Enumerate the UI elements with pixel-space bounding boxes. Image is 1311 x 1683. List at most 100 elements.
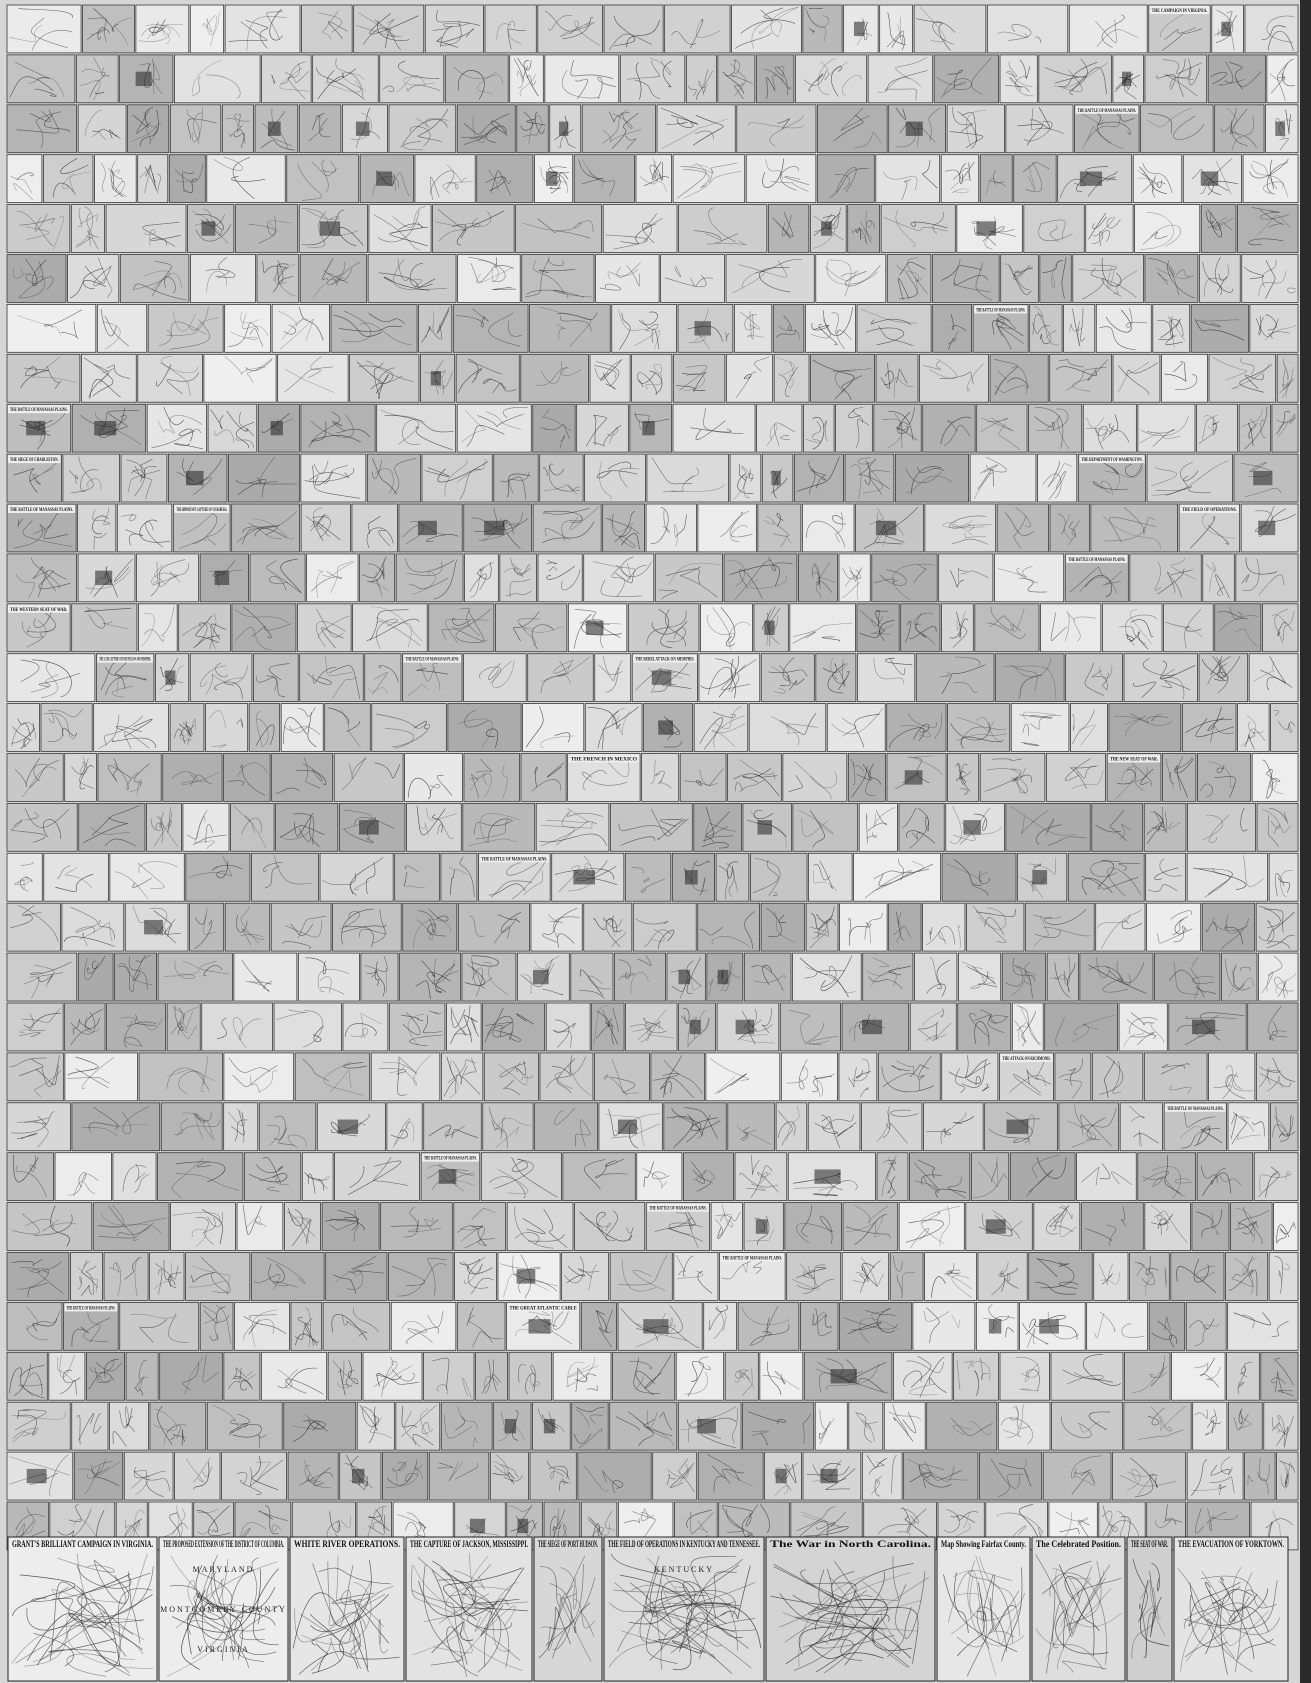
featured-title: THE FIELD OF OPERATIONS IN KENTUCKY AND … bbox=[608, 1539, 760, 1549]
map-thumbnail bbox=[298, 953, 359, 1001]
map-thumbnail bbox=[793, 803, 858, 851]
map-block bbox=[573, 870, 595, 884]
map-thumbnail bbox=[272, 304, 329, 352]
featured-frame bbox=[534, 1537, 602, 1681]
thumbnail-frame bbox=[250, 554, 305, 602]
thumbnail-title: THE IMPORTANT CAPTURE OF VICKSBURG. bbox=[176, 508, 227, 513]
thumbnail-frame bbox=[808, 1103, 860, 1151]
thumbnail-frame bbox=[1215, 604, 1261, 652]
map-thumbnail bbox=[887, 754, 946, 802]
map-thumbnail bbox=[1226, 1253, 1268, 1301]
thumbnail-frame bbox=[1215, 105, 1264, 153]
map-thumbnail bbox=[7, 1153, 54, 1201]
map-thumbnail bbox=[862, 1452, 902, 1500]
map-thumbnail bbox=[291, 1302, 322, 1350]
thumbnail-frame bbox=[1077, 1153, 1137, 1201]
map-thumbnail bbox=[225, 5, 300, 53]
thumbnail-frame bbox=[169, 155, 205, 203]
map-thumbnail bbox=[507, 1203, 573, 1251]
thumbnail-frame bbox=[495, 604, 566, 652]
map-thumbnail bbox=[613, 1352, 675, 1400]
thumbnail-frame bbox=[147, 404, 206, 452]
map-thumbnail bbox=[71, 205, 104, 253]
map-thumbnail bbox=[1183, 155, 1241, 203]
map-thumbnail bbox=[476, 1352, 508, 1400]
thumbnail-frame bbox=[1052, 1402, 1123, 1450]
map-thumbnail bbox=[224, 1053, 294, 1101]
thumbnail-title: THE DEPARTMENT OF WASHINGTON. bbox=[1081, 458, 1143, 463]
map-thumbnail bbox=[761, 654, 814, 702]
thumbnail-frame bbox=[603, 504, 645, 552]
thumbnail-frame bbox=[1124, 1402, 1191, 1450]
thumbnail-frame bbox=[1237, 205, 1298, 253]
thumbnail-frame bbox=[817, 105, 887, 153]
thumbnail-frame bbox=[509, 1352, 552, 1400]
map-thumbnail bbox=[563, 1153, 635, 1201]
map-thumbnail bbox=[699, 654, 760, 702]
map-thumbnail bbox=[725, 1352, 758, 1400]
map-thumbnail bbox=[765, 1452, 802, 1500]
thumbnail-frame bbox=[389, 105, 456, 153]
thumbnail-frame bbox=[276, 803, 338, 851]
map-thumbnail bbox=[1047, 953, 1078, 1001]
thumbnail-frame bbox=[1242, 255, 1298, 303]
map-thumbnail bbox=[1193, 1402, 1227, 1450]
map-thumbnail bbox=[483, 1103, 533, 1151]
thumbnail-frame bbox=[207, 155, 285, 203]
map-thumbnail bbox=[802, 504, 854, 552]
thumbnail-frame bbox=[299, 105, 341, 153]
map-thumbnail bbox=[804, 1352, 892, 1400]
map-thumbnail bbox=[454, 1203, 506, 1251]
thumbnail-frame bbox=[1187, 1452, 1243, 1500]
thumbnail-frame bbox=[785, 1203, 842, 1251]
map-thumbnail bbox=[136, 5, 189, 53]
thumbnail-frame bbox=[1073, 255, 1144, 303]
map-thumbnail bbox=[7, 654, 95, 702]
thumbnail-frame bbox=[1161, 354, 1207, 402]
map-thumbnail bbox=[228, 454, 299, 502]
map-thumbnail bbox=[522, 255, 594, 303]
map-thumbnail bbox=[923, 1103, 983, 1151]
thumbnail-frame bbox=[987, 5, 1067, 53]
thumbnail-frame bbox=[400, 953, 461, 1001]
map-block bbox=[546, 171, 557, 185]
map-block bbox=[356, 122, 370, 136]
thumbnail-frame bbox=[120, 255, 189, 303]
map-thumbnail bbox=[925, 1253, 977, 1301]
map-thumbnail bbox=[707, 953, 743, 1001]
map-thumbnail bbox=[762, 454, 793, 502]
map-thumbnail bbox=[7, 1053, 63, 1101]
map-thumbnail bbox=[1221, 953, 1257, 1001]
map-block bbox=[1253, 471, 1272, 485]
map-thumbnail bbox=[1236, 554, 1298, 602]
thumbnail-frame bbox=[750, 853, 807, 901]
map-thumbnail bbox=[979, 1452, 1041, 1500]
map-thumbnail bbox=[686, 55, 716, 103]
map-thumbnail bbox=[138, 604, 177, 652]
thumbnail-frame bbox=[698, 1452, 763, 1500]
map-thumbnail bbox=[975, 604, 1039, 652]
map-thumbnail bbox=[1145, 1203, 1191, 1251]
thumbnail-frame bbox=[1050, 354, 1112, 402]
map-thumbnail bbox=[808, 1103, 860, 1151]
map-thumbnail bbox=[672, 853, 714, 901]
thumbnail-frame bbox=[977, 404, 1027, 452]
map-thumbnail bbox=[1228, 1103, 1269, 1151]
thumbnail-frame bbox=[1221, 953, 1257, 1001]
map-thumbnail bbox=[322, 1203, 379, 1251]
map-thumbnail bbox=[942, 853, 1016, 901]
thumbnail-frame bbox=[41, 704, 92, 752]
map-thumbnail bbox=[231, 803, 275, 851]
thumbnail-frame bbox=[704, 1302, 737, 1350]
map-thumbnail bbox=[7, 1452, 73, 1500]
map-thumbnail bbox=[1030, 304, 1062, 352]
map-thumbnail bbox=[339, 803, 405, 851]
thumbnail-frame bbox=[603, 205, 677, 253]
map-thumbnail bbox=[251, 1253, 324, 1301]
map-thumbnail bbox=[815, 1402, 847, 1450]
map-thumbnail: THE BATTLE OF MANASSAS PLAINS. bbox=[64, 1302, 119, 1350]
map-thumbnail bbox=[678, 1402, 741, 1450]
thumbnail-frame bbox=[43, 155, 93, 203]
map-thumbnail bbox=[1006, 105, 1073, 153]
map-thumbnail bbox=[910, 1003, 956, 1051]
